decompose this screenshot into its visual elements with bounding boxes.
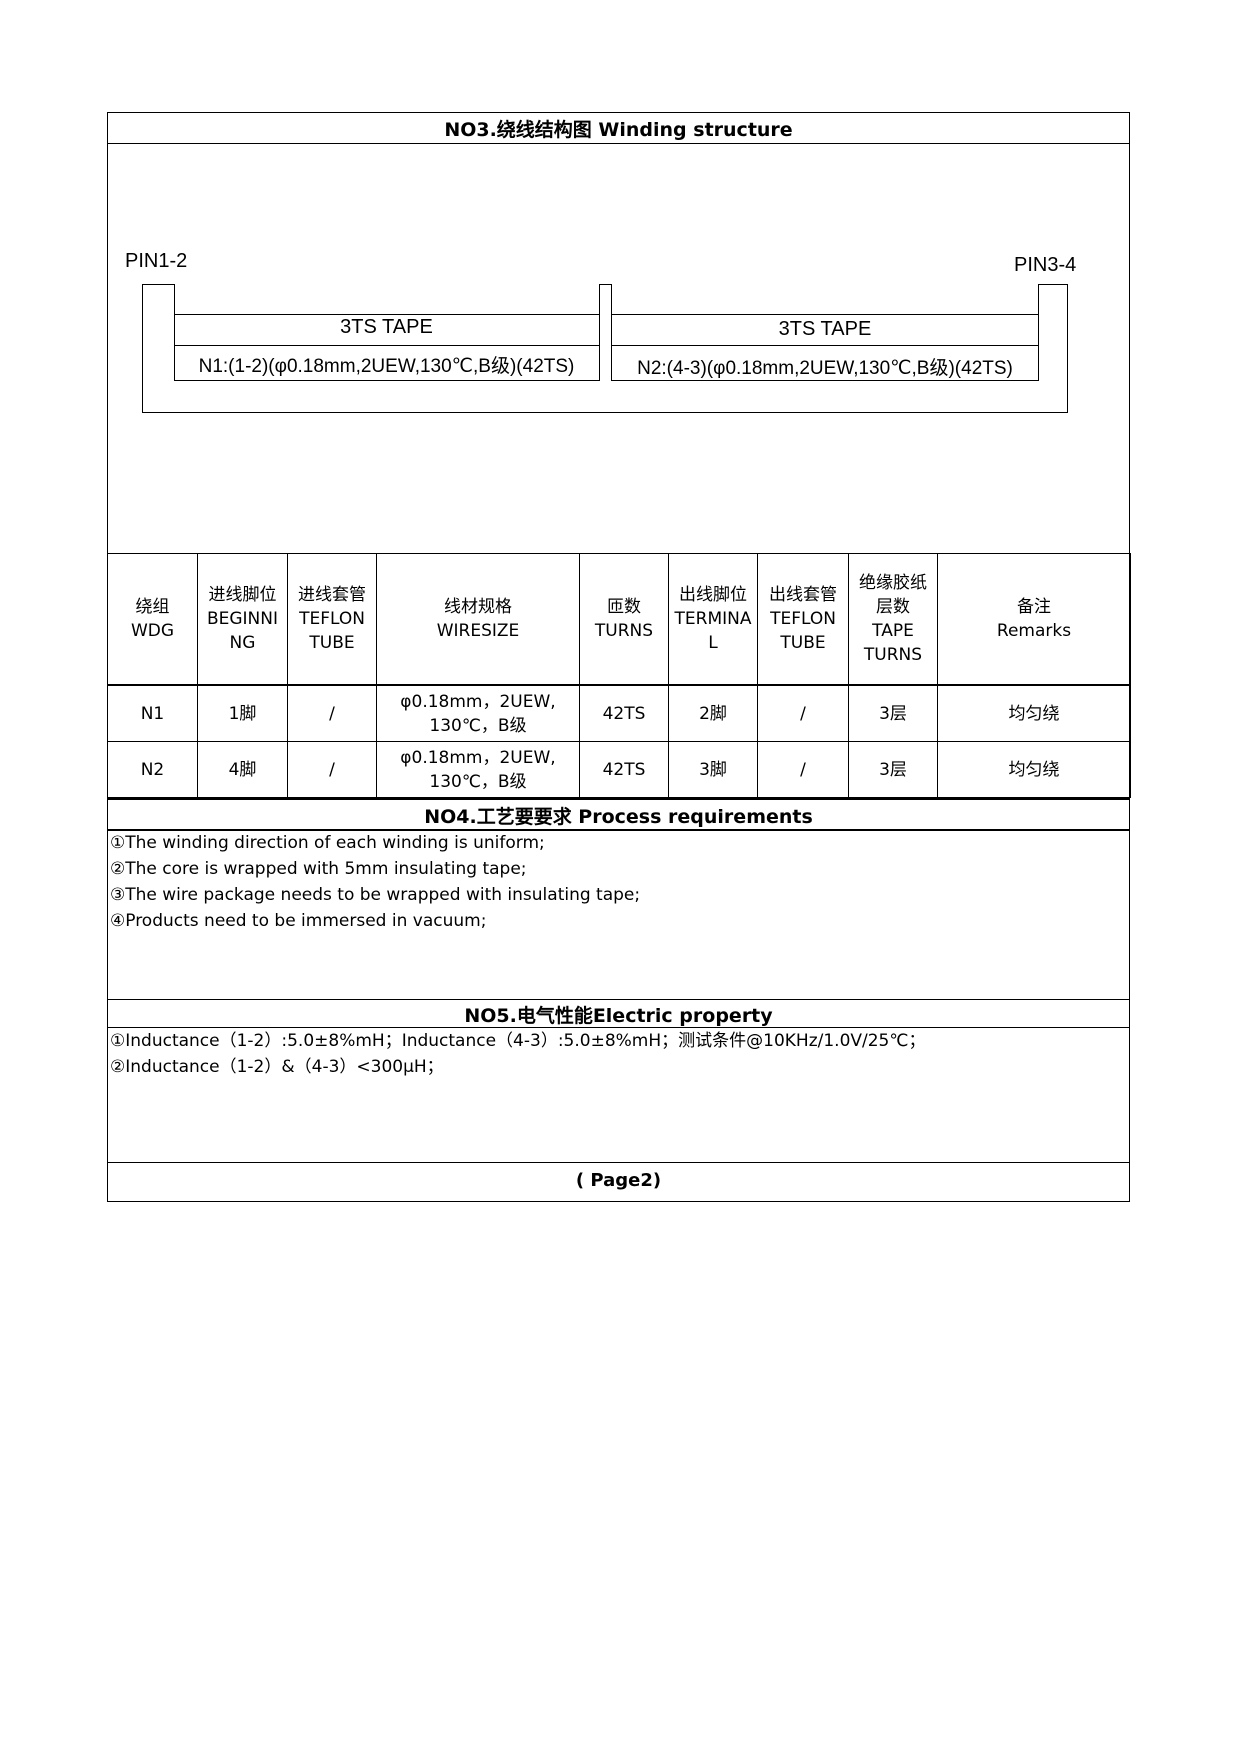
cell-wire: φ0.18mm，2UEW, 130℃，B级 (376, 741, 580, 798)
cell-remarks: 均匀绕 (937, 741, 1131, 798)
header-teflon-in: 进线套管 TEFLON TUBE (287, 553, 377, 686)
cell-remarks: 均匀绕 (937, 684, 1131, 742)
table-header-row: 绕组 WDG 进线脚位 BEGINNI NG 进线套管 TEFLON TUBE 线材规格 W… (107, 553, 1131, 686)
layer-line (612, 345, 1038, 346)
header-remarks: 备注 Remarks (937, 553, 1131, 686)
divider (107, 1162, 1130, 1163)
left-tape-label: 3TS TAPE (340, 316, 433, 338)
layer-line (612, 380, 1038, 381)
page-number: ( Page2) (575, 1170, 662, 1191)
electric-property-list: ①Inductance（1-2）:5.0±8%mH；Inductance（4-3… (110, 1028, 925, 1080)
cell-begin: 1脚 (197, 684, 288, 742)
cell-turns: 42TS (579, 741, 669, 798)
pin-right-label: PIN3-4 (1014, 254, 1077, 276)
divider (107, 143, 1130, 144)
bobbin-line (1038, 284, 1068, 285)
layer-line (612, 314, 1038, 315)
cell-term: 2脚 (668, 684, 758, 742)
requirement-item: ②The core is wrapped with 5mm insulating… (110, 859, 527, 879)
divider (107, 798, 1130, 800)
section3-title: NO3.绕线结构图 Winding structure (444, 119, 793, 141)
table-row: N1 1脚 / φ0.18mm，2UEW, 130℃，B级 42TS 2脚 / 3… (107, 684, 1131, 742)
right-winding-label: N2:(4-3)(φ0.18mm,2UEW,130℃,B级)(42TS) (637, 358, 1013, 379)
header-wdg: 绕组 WDG (107, 553, 198, 686)
winding-spec-table: 绕组 WDG 进线脚位 BEGINNI NG 进线套管 TEFLON TUBE 线材规格 W… (107, 553, 1131, 798)
bobbin-line (599, 284, 612, 285)
property-item: ①Inductance（1-2）:5.0±8%mH；Inductance（4-3… (110, 1031, 926, 1051)
right-tape-label: 3TS TAPE (778, 318, 872, 340)
bobbin-line (142, 284, 143, 413)
cell-begin: 4脚 (197, 741, 288, 798)
divider (107, 999, 1130, 1000)
cell-tube-out: / (757, 741, 849, 798)
table-row: N2 4脚 / φ0.18mm，2UEW, 130℃，B级 42TS 3脚 / 3… (107, 741, 1131, 798)
requirement-item: ④Products need to be immersed in vacuum; (110, 911, 487, 931)
cell-tube-in: / (287, 741, 377, 798)
divider (107, 1027, 1130, 1028)
requirement-item: ③The wire package needs to be wrapped wi… (110, 885, 641, 905)
left-winding-label: N1:(1-2)(φ0.18mm,2UEW,130℃,B级)(42TS) (198, 356, 575, 377)
pin-left-label: PIN1-2 (125, 250, 188, 272)
process-requirements-list: ①The winding direction of each winding i… (110, 830, 640, 934)
cell-wdg: N2 (107, 741, 198, 798)
bobbin-line (174, 284, 175, 381)
bobbin-line (599, 284, 600, 381)
layer-line (174, 345, 599, 346)
divider (107, 829, 1130, 831)
bobbin-line (1038, 284, 1039, 381)
layer-line (174, 314, 599, 315)
bobbin-line (142, 284, 174, 285)
bobbin-line (1067, 284, 1068, 413)
cell-wire: φ0.18mm，2UEW, 130℃，B级 (376, 684, 580, 742)
cell-tape: 3层 (848, 741, 938, 798)
cell-term: 3脚 (668, 741, 758, 798)
bobbin-line (611, 284, 612, 381)
header-turns: 匝数 TURNS (579, 553, 669, 686)
section5-title: NO5.电气性能Electric property (464, 1005, 773, 1027)
section4-title: NO4.工艺要要求 Process requirements (424, 806, 813, 828)
cell-turns: 42TS (579, 684, 669, 742)
cell-wdg: N1 (107, 684, 198, 742)
header-beginning: 进线脚位 BEGINNI NG (197, 553, 288, 686)
header-teflon-out: 出线套管 TEFLON TUBE (757, 553, 849, 686)
cell-tube-out: / (757, 684, 849, 742)
header-tape-turns: 绝缘胶纸 层数 TAPE TURNS (848, 553, 938, 686)
cell-tape: 3层 (848, 684, 938, 742)
requirement-item: ①The winding direction of each winding i… (110, 833, 545, 853)
header-terminal: 出线脚位 TERMINA L (668, 553, 758, 686)
layer-line (174, 380, 599, 381)
property-item: ②Inductance（1-2）&（4-3）<300μH； (110, 1057, 444, 1077)
header-wiresize: 线材规格 WIRESIZE (376, 553, 580, 686)
cell-tube-in: / (287, 684, 377, 742)
bobbin-line (142, 412, 1068, 413)
